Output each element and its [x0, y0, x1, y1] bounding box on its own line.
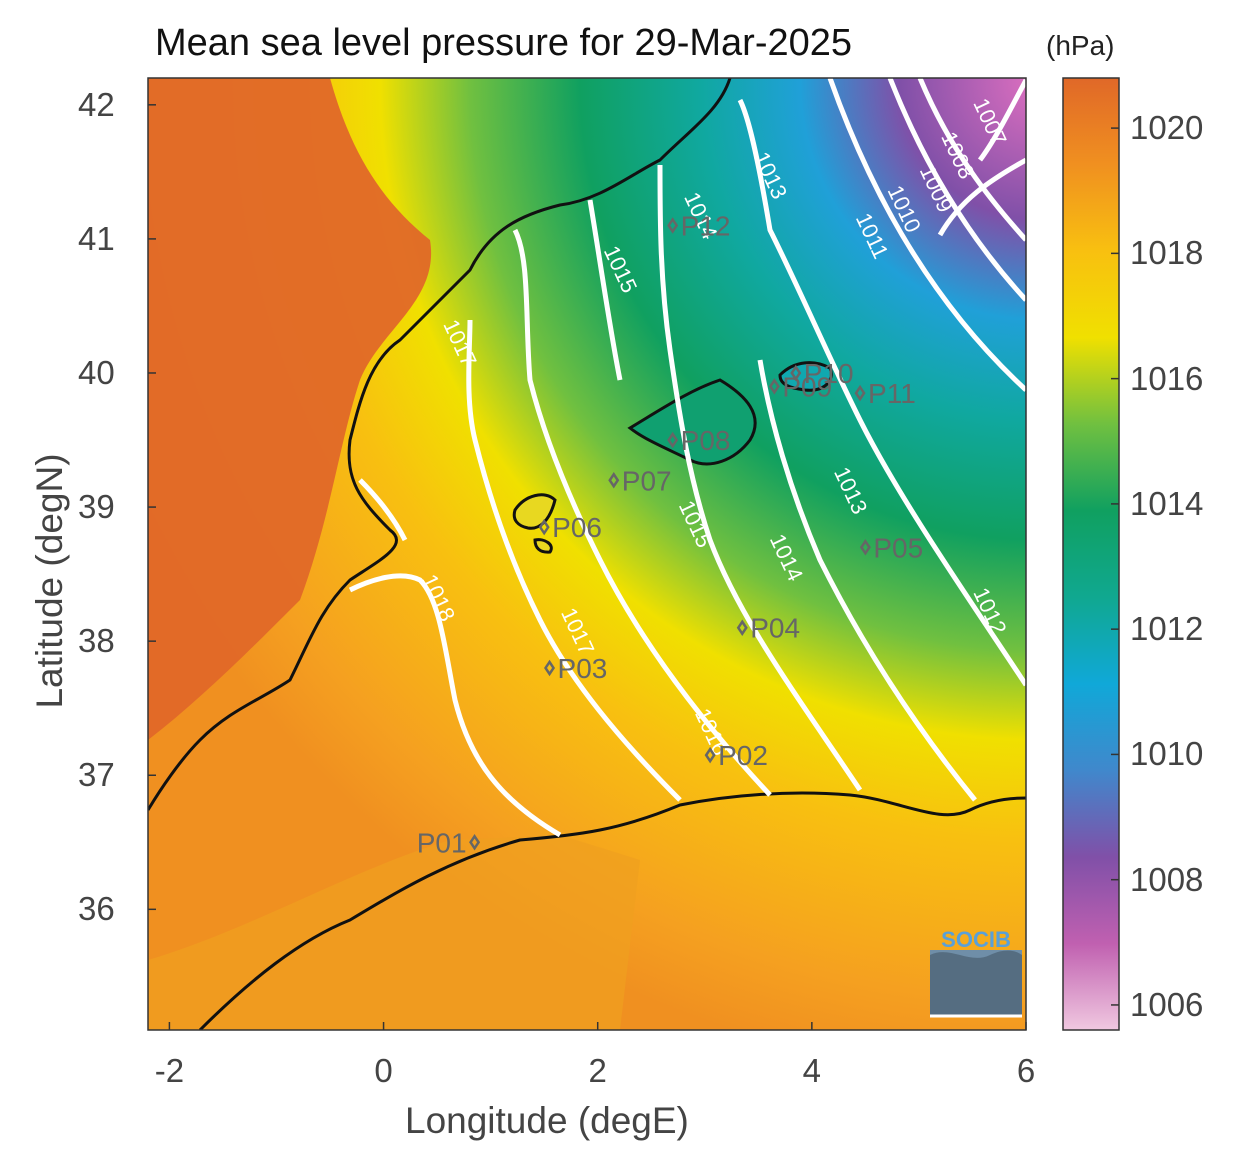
x-tick-label: 4 [802, 1052, 822, 1089]
logo-wave [930, 950, 1022, 1016]
isobar-1015 [512, 228, 772, 797]
station-label: P11 [868, 378, 916, 409]
y-tick-label: 42 [78, 85, 115, 123]
colorbar-tick-label: 1008 [1130, 860, 1204, 898]
isobar-1011 [827, 78, 1026, 392]
station-label: P06 [552, 512, 602, 543]
colorbar-unit-label: (hPa) [1046, 30, 1115, 61]
y-tick-label: 37 [78, 756, 115, 794]
y-tick-label: 40 [78, 353, 115, 391]
y-tick-label: 38 [78, 622, 115, 660]
station-label: P08 [681, 425, 731, 456]
x-tick-label: 2 [588, 1052, 607, 1089]
y-tick-label: 41 [78, 219, 115, 257]
station-label: P10 [804, 358, 854, 389]
colorbar-tick-label: 1006 [1130, 985, 1204, 1023]
land-north-africa [148, 835, 640, 1030]
isobar-1012 [737, 98, 1026, 687]
colorbar-tick-label: 1010 [1130, 735, 1204, 773]
isobar-1016 [466, 319, 682, 802]
isobar-1013 [757, 359, 977, 802]
y-tick-label: 39 [78, 488, 115, 526]
isobar-lines [348, 78, 1026, 838]
station-marker [854, 384, 866, 402]
station-marker [790, 364, 802, 382]
station-marker [704, 746, 716, 764]
x-axis-label: Longitude (degE) [405, 1100, 689, 1141]
colorbar-tick-label: 1020 [1130, 109, 1204, 147]
colorbar-tick-label: 1012 [1130, 610, 1204, 648]
x-tick-label: 0 [374, 1052, 393, 1089]
station-marker [859, 539, 871, 556]
colorbar-tick-label: 1014 [1130, 484, 1204, 522]
isobar-1014 [657, 164, 863, 792]
station-label: P02 [718, 740, 768, 771]
station-marker [667, 431, 679, 449]
station-label: P03 [558, 653, 608, 684]
station-label: P01 [417, 827, 467, 858]
colorbar-tick-label: 1018 [1130, 234, 1204, 272]
station-label: P04 [750, 613, 800, 644]
logo-text: SOCIB [941, 927, 1011, 952]
station-label: P09 [782, 371, 832, 402]
isobar-1018 [587, 199, 623, 381]
station-marker [544, 659, 556, 677]
station-marker [667, 217, 679, 234]
isobar-1017b [358, 478, 408, 542]
isobar-1008 [937, 157, 1026, 237]
colorbar-tick-label: 1016 [1130, 359, 1204, 397]
station-marker [538, 518, 550, 536]
plot-frame [147, 77, 1027, 1031]
x-tick-label: 6 [1016, 1052, 1036, 1089]
socib-logo: SOCIB [930, 927, 1022, 1018]
isobar-1017 [348, 573, 562, 838]
station-label: P05 [873, 532, 923, 563]
chart-title: Mean sea level pressure for 29-Mar-2025 [155, 22, 853, 64]
station-marker [469, 834, 481, 851]
station-marker [736, 619, 748, 636]
isobar-1010 [887, 78, 1026, 302]
land-iberia [148, 78, 432, 740]
island-mallorca [627, 378, 757, 466]
station-marker [768, 378, 780, 395]
y-tick-label: 36 [78, 890, 115, 928]
colorbar-gradient [1062, 77, 1120, 1031]
island-formentera [533, 538, 553, 554]
isobar-1009 [917, 78, 1026, 242]
x-tick-label: -2 [154, 1052, 185, 1089]
coast-spain [148, 78, 732, 811]
colorbar [1062, 77, 1120, 1031]
station-label: P07 [622, 465, 672, 496]
station-marker [608, 472, 620, 489]
map-plot-area: 1007100810091010101110131013101210141015… [148, 78, 1026, 1030]
isobar-1007 [977, 78, 1026, 162]
coast-africa [198, 791, 1026, 1030]
station-label: P12 [681, 210, 731, 241]
